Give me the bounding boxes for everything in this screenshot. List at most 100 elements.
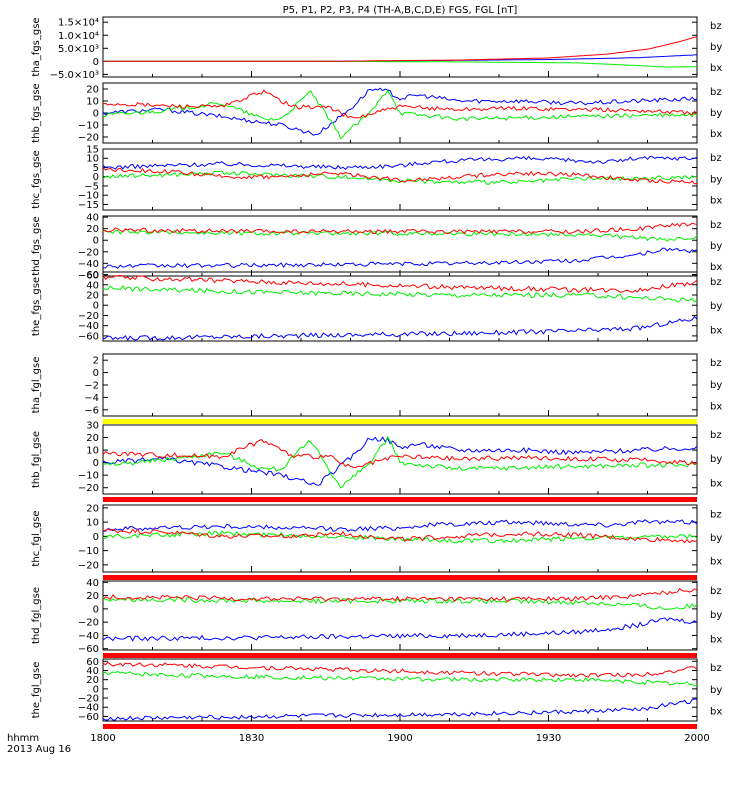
- status-bar: [103, 724, 697, 729]
- y-tick-label: −5: [84, 181, 99, 192]
- y-tick-label: 0: [93, 172, 99, 183]
- y-tick-label: −40: [78, 321, 99, 332]
- legend-bz: bz: [710, 220, 722, 231]
- status-bar: [103, 575, 697, 580]
- series-line-by: [102, 670, 698, 687]
- y-tick-label: −10: [78, 121, 99, 132]
- y-tick-label: −5.0×10³: [50, 70, 99, 81]
- y-tick-label: 30: [86, 421, 99, 432]
- legend-by: by: [710, 241, 722, 252]
- x-tick-label: 1830: [239, 733, 264, 744]
- series-line-bz: [102, 587, 698, 603]
- series-line-bx: [102, 87, 698, 136]
- y-tick-label: 60: [86, 657, 99, 668]
- panel-thc_fgl_gse: 20 10 0 −10 −20 thc_fgl_gse bz by bx: [31, 503, 722, 580]
- y-tick-label: −20: [78, 133, 99, 144]
- series-line-bx: [102, 247, 698, 269]
- y-tick-label: 1.0×10⁴: [58, 31, 99, 42]
- y-axis-label: the_fgs_gse: [31, 277, 42, 336]
- legend-by: by: [710, 108, 722, 119]
- legend-bx: bx: [710, 325, 722, 336]
- series-line-by: [102, 229, 698, 242]
- series-line-by: [102, 170, 698, 185]
- y-axis-label: thc_fgs_gse: [31, 150, 42, 209]
- legend-by: by: [710, 301, 722, 312]
- legend-bx: bx: [710, 129, 722, 140]
- y-tick-label: 20: [86, 503, 99, 514]
- panel-frame: [102, 580, 698, 651]
- y-tick-label: −10: [78, 546, 99, 557]
- y-tick-label: 10: [86, 518, 99, 529]
- y-tick-label: 10: [86, 97, 99, 108]
- y-tick-label: 20: [86, 675, 99, 686]
- y-tick-label: −4: [84, 393, 99, 404]
- legend-bz: bz: [710, 663, 722, 674]
- legend-bx: bx: [710, 706, 722, 717]
- panel-tha_fgs_gse: 1.5×10⁴ 1.0×10⁴ 5.0×10³ 0 −5.0×10³ tha_fgs_gs…: [31, 16, 722, 81]
- panel-frame: [102, 16, 698, 78]
- y-axis-label: tha_fgs_gse: [31, 17, 42, 76]
- y-tick-label: 40: [86, 666, 99, 677]
- y-tick-label: −60: [78, 712, 99, 723]
- y-axis-label: thb_fgl_gse: [31, 431, 42, 488]
- series-line-by: [102, 284, 698, 303]
- legend-by: by: [710, 380, 722, 391]
- legend-by: by: [710, 454, 722, 465]
- y-tick-label: 0: [93, 684, 99, 695]
- series-line-bz: [102, 438, 698, 469]
- panel-thd_fgl_gse: 40 20 0 −20 −40 −60 thd_fgl_gse bz by bx: [31, 578, 722, 658]
- y-tick-label: 0: [93, 532, 99, 543]
- y-tick-label: 40: [86, 280, 99, 291]
- y-tick-label: 20: [86, 224, 99, 235]
- legend-bx: bx: [710, 634, 722, 645]
- panel-tha_fgl_gse: 20 −2−4−6 tha_fgl_gse bz by bx: [31, 353, 722, 424]
- series-line-by: [102, 530, 698, 544]
- y-tick-label: 0: [93, 368, 99, 379]
- y-tick-label: 0: [93, 57, 99, 68]
- y-axis-label: the_fgl_gse: [31, 662, 42, 719]
- status-bar: [103, 419, 697, 424]
- legend-bx: bx: [710, 557, 722, 568]
- y-tick-label: −60: [78, 644, 99, 655]
- y-axis-label: thc_fgl_gse: [31, 510, 42, 566]
- legend-bz: bz: [710, 430, 722, 441]
- legend-bz: bz: [710, 277, 722, 288]
- series-line-bx: [102, 315, 698, 341]
- series-line-by: [102, 596, 698, 611]
- series-line-bz: [102, 661, 698, 678]
- x-tick-label: 1900: [387, 733, 412, 744]
- y-tick-label: −10: [78, 471, 99, 482]
- legend-bx: bx: [710, 401, 722, 412]
- series-line-bx: [102, 436, 698, 486]
- y-tick-label: −6: [84, 405, 99, 416]
- y-tick-label: 5: [93, 163, 99, 174]
- legend-bx: bx: [710, 478, 722, 489]
- series-line-bz: [102, 528, 698, 544]
- panel-frame: [102, 271, 698, 342]
- legend-by: by: [710, 174, 722, 185]
- y-tick-label: −20: [78, 311, 99, 322]
- y-tick-label: 2: [93, 356, 99, 367]
- series-line-bz: [102, 274, 698, 294]
- legend-bz: bz: [710, 586, 722, 597]
- legend-by: by: [710, 42, 722, 53]
- y-tick-label: 0: [93, 458, 99, 469]
- y-tick-label: 0: [93, 301, 99, 312]
- y-tick-label: 40: [86, 213, 99, 224]
- y-axis-label: thb_fgs_gse: [31, 83, 42, 142]
- y-tick-label: 1.5×10⁴: [58, 18, 99, 29]
- legend-bx: bx: [710, 196, 722, 207]
- series-line-bx: [102, 698, 698, 721]
- y-tick-label: 5.0×10³: [58, 44, 99, 55]
- series-line-bx: [102, 617, 698, 642]
- series-line-bz: [103, 36, 698, 62]
- y-tick-label: −60: [78, 270, 99, 281]
- x-tick-label: 1930: [536, 733, 561, 744]
- series-line-by: [102, 89, 698, 140]
